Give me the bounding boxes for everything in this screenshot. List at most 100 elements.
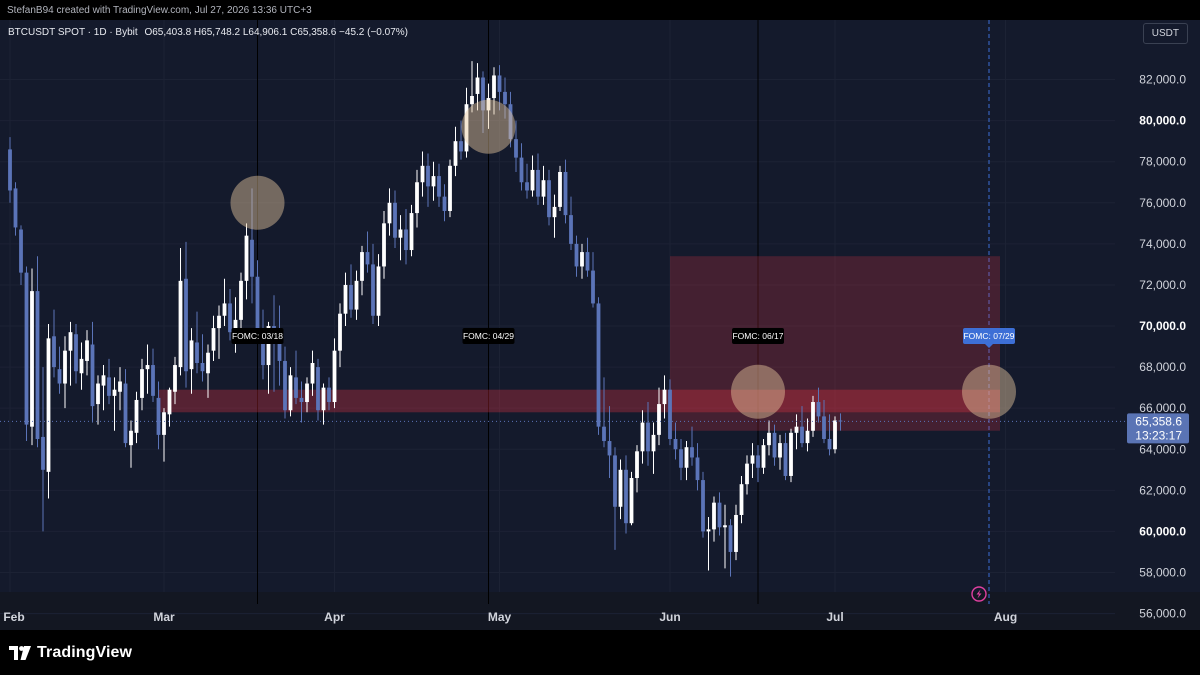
fomc-label: FOMC: 07/29 bbox=[963, 331, 1014, 341]
candle-body bbox=[662, 389, 667, 405]
y-tick-label: 74,000.0 bbox=[1139, 237, 1186, 251]
candle-body bbox=[178, 280, 183, 368]
currency-button[interactable]: USDT bbox=[1142, 23, 1188, 44]
candle-body bbox=[365, 252, 370, 265]
candle-body bbox=[195, 342, 199, 363]
candle-body bbox=[756, 455, 760, 468]
candle-body bbox=[321, 387, 326, 411]
fomc-highlight-circle bbox=[461, 99, 516, 154]
candle-body bbox=[41, 436, 45, 470]
candle-body bbox=[118, 381, 122, 392]
x-tick-label: Feb bbox=[3, 610, 24, 624]
candle-body bbox=[107, 377, 111, 396]
candle-body bbox=[409, 213, 414, 251]
candle-body bbox=[426, 165, 430, 187]
candle-body bbox=[690, 447, 694, 458]
candle-body bbox=[244, 235, 249, 281]
candle-body bbox=[596, 303, 601, 427]
lightning-icon[interactable] bbox=[971, 586, 987, 602]
candle-body bbox=[602, 426, 606, 442]
candle-body bbox=[624, 469, 628, 524]
candle-body bbox=[827, 438, 832, 450]
candle-body bbox=[750, 455, 755, 464]
candle-body bbox=[63, 350, 67, 384]
candle-body bbox=[789, 432, 793, 476]
candle-body bbox=[525, 182, 529, 191]
fomc-label-box[interactable] bbox=[462, 328, 515, 344]
candle-body bbox=[68, 332, 73, 351]
candle-body bbox=[800, 426, 804, 444]
candle-body bbox=[129, 430, 133, 446]
fomc-label-box[interactable] bbox=[231, 328, 284, 344]
candle-body bbox=[376, 266, 381, 316]
candle-body bbox=[635, 451, 639, 479]
candle-body bbox=[668, 389, 672, 439]
candle-body bbox=[354, 280, 359, 310]
candle-body bbox=[618, 469, 623, 507]
candle-body bbox=[503, 91, 507, 105]
candle-body bbox=[772, 432, 777, 458]
candlestick-chart[interactable]: 82,000.0 80,000.0 78,000.0 76,000.0 74,000.0… bbox=[0, 20, 1200, 630]
candle-body bbox=[767, 432, 771, 446]
candle-body bbox=[420, 165, 425, 183]
candle-body bbox=[646, 422, 650, 452]
fomc-label: FOMC: 06/17 bbox=[732, 331, 783, 341]
candle-body bbox=[569, 215, 573, 244]
candle-body bbox=[239, 280, 243, 320]
candle-body bbox=[431, 176, 436, 187]
tradingview-logo[interactable]: TradingView bbox=[9, 644, 132, 662]
x-axis-strip[interactable] bbox=[0, 592, 1200, 630]
candle-body bbox=[57, 369, 62, 384]
chart-pane[interactable]: 82,000.0 80,000.0 78,000.0 76,000.0 74,000.0… bbox=[0, 20, 1200, 630]
candle-body bbox=[233, 319, 238, 333]
candle-body bbox=[640, 422, 645, 452]
candle-body bbox=[486, 98, 491, 111]
fomc-label-box[interactable] bbox=[963, 328, 1015, 344]
candle-body bbox=[387, 202, 392, 224]
symbol-title: BTCUSDT SPOT · 1D · Bybit bbox=[8, 27, 138, 38]
candle-body bbox=[811, 402, 815, 431]
candle-body bbox=[261, 328, 265, 366]
y-tick-label: 80,000.0 bbox=[1139, 114, 1186, 128]
candle-body bbox=[112, 389, 117, 396]
candle-body bbox=[783, 443, 788, 476]
candle-body bbox=[629, 478, 634, 524]
candle-body bbox=[156, 397, 161, 435]
candle-body bbox=[24, 272, 29, 425]
candle-body bbox=[794, 426, 799, 433]
x-tick-label: Mar bbox=[153, 610, 175, 624]
candle-body bbox=[85, 340, 89, 361]
candle-body bbox=[134, 399, 139, 433]
candle-body bbox=[613, 455, 617, 507]
candle-body bbox=[574, 243, 579, 267]
top-bar: StefanB94 created with TradingView.com, … bbox=[0, 0, 1200, 20]
candle-body bbox=[453, 141, 458, 166]
support-zone bbox=[158, 389, 1000, 413]
last-price-label: 65,358.6 bbox=[1135, 414, 1182, 428]
candle-body bbox=[250, 239, 254, 277]
credit-text: StefanB94 created with TradingView.com, … bbox=[7, 5, 312, 16]
x-tick-label: Jun bbox=[659, 610, 680, 624]
support-zone bbox=[670, 256, 1000, 431]
candle-body bbox=[761, 445, 766, 468]
y-tick-label: 60,000.0 bbox=[1139, 524, 1186, 538]
last-price-tag bbox=[1127, 413, 1189, 444]
candle-body bbox=[123, 383, 128, 444]
candle-body bbox=[173, 365, 177, 392]
candle-body bbox=[206, 352, 210, 374]
candle-body bbox=[684, 447, 689, 468]
candle-body bbox=[404, 229, 408, 251]
y-tick-label: 72,000.0 bbox=[1139, 278, 1186, 292]
candle-body bbox=[492, 75, 496, 99]
x-tick-label: May bbox=[488, 610, 512, 624]
ohlc-values: O65,403.8 H65,748.2 L64,906.1 C65,358.6 … bbox=[144, 27, 408, 38]
candle-body bbox=[816, 402, 821, 417]
candle-body bbox=[299, 397, 304, 403]
candle-body bbox=[343, 284, 348, 314]
fomc-label-box[interactable] bbox=[732, 328, 784, 344]
candle-body bbox=[552, 206, 557, 218]
symbol-legend[interactable]: BTCUSDT SPOT · 1D · Bybit O65,403.8 H65,… bbox=[8, 27, 408, 38]
candle-body bbox=[184, 278, 188, 372]
candle-body bbox=[558, 171, 562, 207]
candle-body bbox=[393, 202, 397, 238]
